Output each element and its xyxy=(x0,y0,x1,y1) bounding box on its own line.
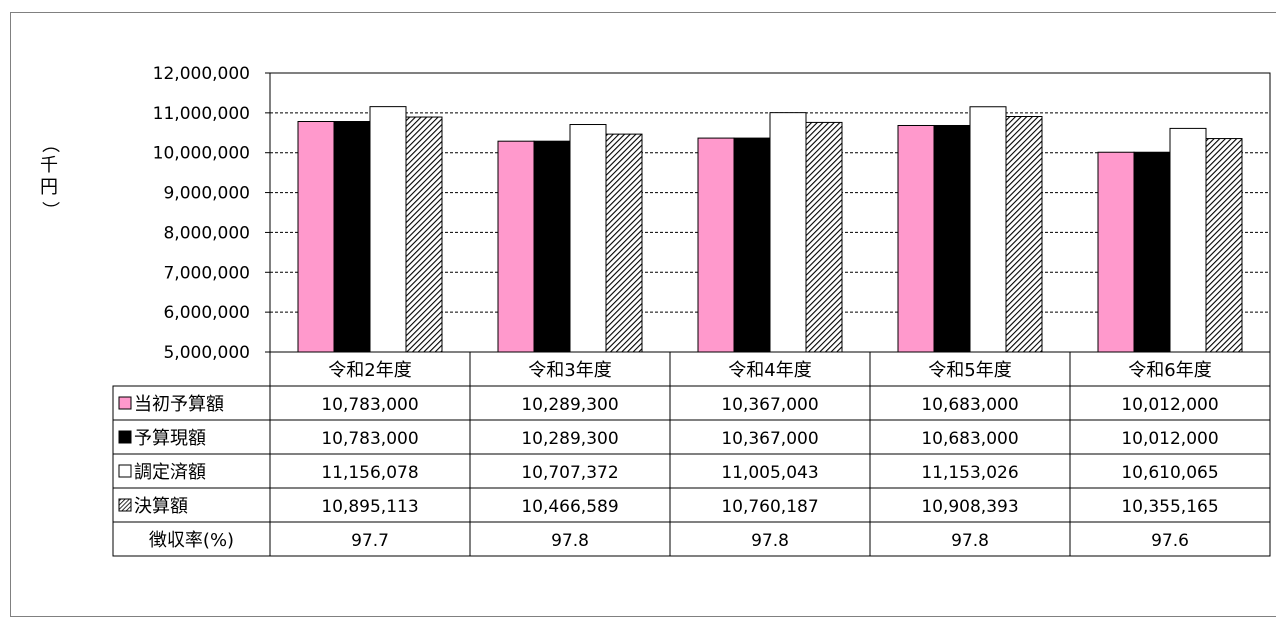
data-cell: 10,610,065 xyxy=(1121,463,1218,483)
category-label: 令和2年度 xyxy=(328,360,411,381)
bar-2 xyxy=(334,122,370,352)
bar-1 xyxy=(898,125,934,352)
bar-4 xyxy=(1206,139,1242,352)
data-cell: 11,005,043 xyxy=(721,463,818,483)
legend-key-1 xyxy=(119,397,131,409)
data-cell: 10,012,000 xyxy=(1121,395,1218,415)
category-label: 令和3年度 xyxy=(528,360,611,381)
data-cell: 97.8 xyxy=(951,531,989,551)
data-cell: 10,367,000 xyxy=(721,429,818,449)
category-label: 令和6年度 xyxy=(1128,360,1211,381)
y-tick-label: 6,000,000 xyxy=(163,303,250,323)
category-label: 令和4年度 xyxy=(728,360,811,381)
y-tick-label: 11,000,000 xyxy=(153,104,250,124)
data-cell: 10,367,000 xyxy=(721,395,818,415)
legend-key-3 xyxy=(119,465,131,477)
data-cell: 10,466,589 xyxy=(521,497,618,517)
y-tick-label: 8,000,000 xyxy=(163,223,250,243)
data-cell: 11,156,078 xyxy=(321,463,418,483)
data-cell: 10,895,113 xyxy=(321,497,418,517)
data-cell: 97.6 xyxy=(1151,531,1189,551)
bar-1 xyxy=(498,141,534,352)
table-border xyxy=(113,386,1270,556)
data-cell: 10,783,000 xyxy=(321,429,418,449)
data-cell: 10,783,000 xyxy=(321,395,418,415)
data-cell: 10,012,000 xyxy=(1121,429,1218,449)
bar-2 xyxy=(734,138,770,352)
y-tick-label: 10,000,000 xyxy=(153,144,250,164)
legend-key-4 xyxy=(119,499,131,511)
data-cell: 10,683,000 xyxy=(921,429,1018,449)
data-cell: 10,683,000 xyxy=(921,395,1018,415)
data-cell: 10,760,187 xyxy=(721,497,818,517)
data-cell: 10,289,300 xyxy=(521,429,618,449)
bar-1 xyxy=(698,138,734,352)
legend-label: 決算額 xyxy=(134,496,188,517)
legend-key-2 xyxy=(119,431,131,443)
data-cell: 97.8 xyxy=(551,531,589,551)
bar-3 xyxy=(1170,128,1206,352)
data-cell: 10,908,393 xyxy=(921,497,1018,517)
bar-3 xyxy=(970,107,1006,352)
bar-3 xyxy=(570,125,606,352)
legend-label: 当初予算額 xyxy=(134,394,224,415)
data-cell: 10,355,165 xyxy=(1121,497,1218,517)
y-tick-label: 12,000,000 xyxy=(153,64,250,84)
data-cell: 10,289,300 xyxy=(521,395,618,415)
bar-2 xyxy=(934,125,970,352)
y-tick-label: 7,000,000 xyxy=(163,263,250,283)
legend-label: 調定済額 xyxy=(134,462,206,483)
data-cell: 97.7 xyxy=(351,531,389,551)
data-cell: 10,707,372 xyxy=(521,463,618,483)
bar-4 xyxy=(606,134,642,352)
bar-2 xyxy=(1134,152,1170,352)
bar-1 xyxy=(298,122,334,352)
bar-1 xyxy=(1098,152,1134,352)
y-tick-label: 5,000,000 xyxy=(163,343,250,363)
bar-4 xyxy=(806,122,842,352)
bar-3 xyxy=(770,113,806,352)
bar-2 xyxy=(534,141,570,352)
bar-3 xyxy=(370,107,406,352)
data-cell: 97.8 xyxy=(751,531,789,551)
extra-row-label: 徴収率(%) xyxy=(149,530,234,551)
bar-4 xyxy=(406,117,442,352)
legend-label: 予算現額 xyxy=(134,428,206,449)
y-tick-label: 9,000,000 xyxy=(163,184,250,204)
category-label: 令和5年度 xyxy=(928,360,1011,381)
data-cell: 11,153,026 xyxy=(921,463,1018,483)
bar-4 xyxy=(1006,117,1042,352)
